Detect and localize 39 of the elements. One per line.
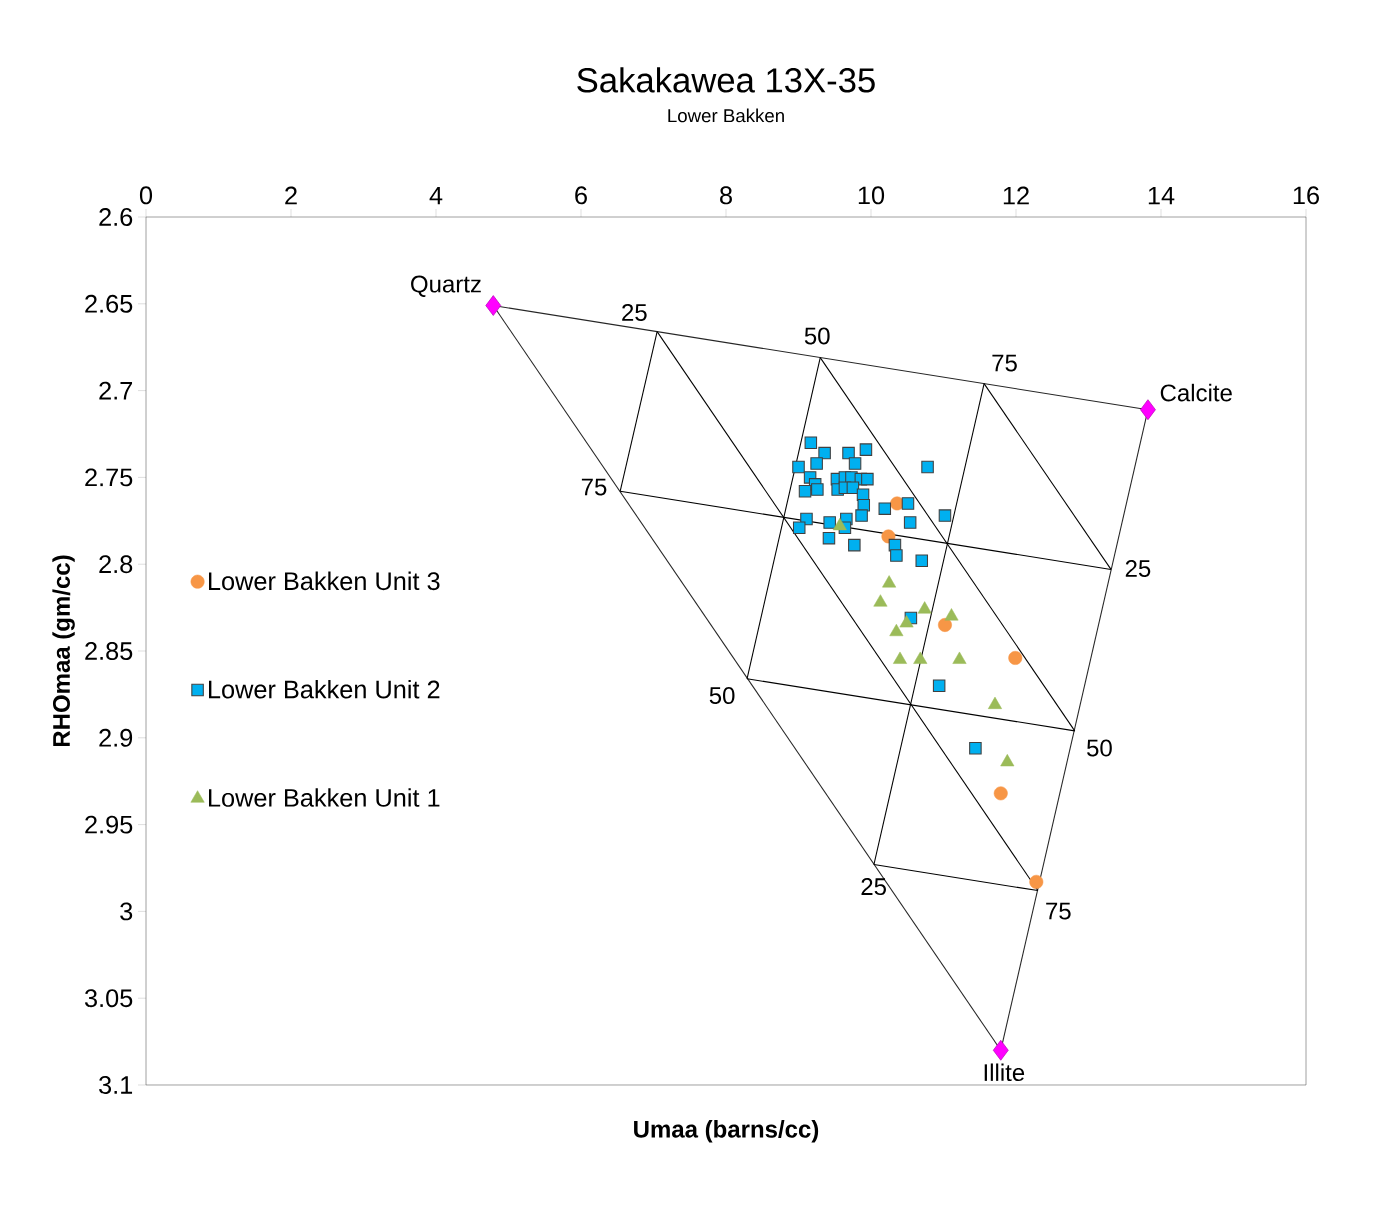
y-tick-label: 3.1 [99,1076,133,1094]
annotation: Quartz [411,275,481,297]
y-tick-label: 2.7 [99,381,133,400]
annotation: Calcite [1160,383,1232,402]
y-tick-label: 2.95 [85,815,133,834]
x-tick-label: 14 [1148,186,1175,205]
legend-label: Lower Bakken Unit 2 [209,679,440,699]
x-tick-label: 2 [285,186,297,205]
annotation: 50 [1087,739,1112,757]
chart-title: Sakakawea 13X-35 [577,67,875,93]
x-tick-label: 12 [1003,186,1029,205]
y-tick-label: 3.05 [84,989,133,1008]
annotation: 50 [709,687,735,705]
annotation: 75 [581,478,607,496]
annotation: 25 [1125,559,1151,577]
legend-label: Lower Bakken Unit 1 [209,788,440,807]
y-tick-label: 3 [120,902,133,921]
x-tick-label: 16 [1293,186,1319,205]
y-tick-label: 2.75 [85,468,133,487]
annotation: 75 [992,354,1017,372]
x-axis-title: Umaa (barns/cc) [634,1120,819,1143]
annotation: 75 [1046,902,1071,920]
y-tick-label: 2.8 [99,555,133,574]
y-axis-title: RHOmaa (gm/cc) [52,555,75,747]
x-tick-label: 4 [429,186,443,205]
y-tick-label: 2.65 [85,294,133,313]
chart-subtitle: Lower Bakken [668,108,784,123]
annotation: 25 [622,303,647,321]
y-tick-label: 2.9 [99,728,133,747]
annotation: 50 [804,327,830,345]
y-tick-label: 2.6 [99,208,133,226]
annotation: Illite [984,1063,1025,1082]
x-tick-label: 0 [139,186,153,205]
x-tick-label: 6 [575,186,587,205]
x-tick-label: 10 [858,186,885,205]
x-tick-label: 8 [720,186,732,205]
annotation: 25 [861,878,886,896]
legend-label: Lower Bakken Unit 3 [209,571,440,591]
y-tick-label: 2.85 [85,642,133,660]
